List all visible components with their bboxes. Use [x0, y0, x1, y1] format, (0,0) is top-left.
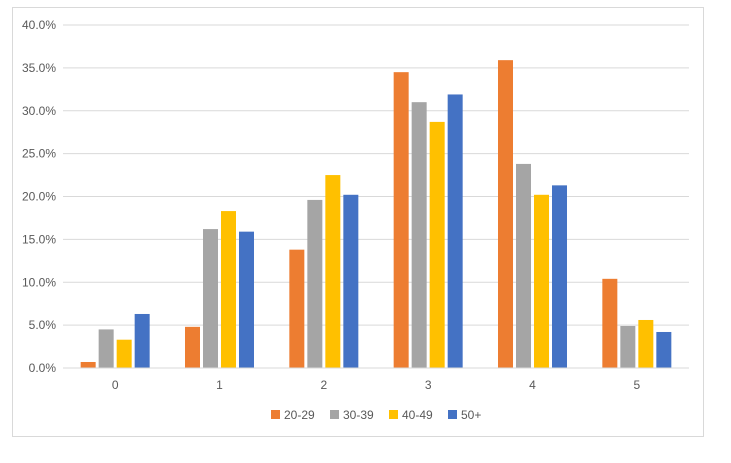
y-tick-label: 0.0%: [29, 361, 57, 375]
legend-label-40-49: 40-49: [402, 408, 433, 422]
y-tick-label: 40.0%: [22, 18, 56, 32]
y-tick-label: 10.0%: [22, 275, 56, 289]
legend-label-30-39: 30-39: [343, 408, 374, 422]
bar-50+-0: [134, 313, 150, 368]
bar-40-49-5: [638, 319, 654, 368]
bar-20-29-3: [393, 72, 409, 368]
y-tick-label: 20.0%: [22, 190, 56, 204]
bar-40-49-1: [221, 211, 236, 368]
y-tick-label: 5.0%: [29, 318, 57, 332]
legend-swatch-50+: [448, 410, 457, 419]
y-tick-label: 35.0%: [22, 61, 56, 75]
bar-40-49-2: [325, 175, 341, 368]
bar-30-39-2: [307, 199, 323, 368]
bar-30-39-5: [620, 325, 636, 368]
legend-label-20-29: 20-29: [284, 408, 315, 422]
bar-20-29-0: [80, 361, 96, 368]
bar-50+-3: [447, 94, 463, 369]
bar-chart: 0.0%5.0%10.0%15.0%20.0%25.0%30.0%35.0%40…: [22, 18, 689, 422]
legend: 20-29 30-39 40-49 50+: [271, 408, 481, 422]
bar-50+-4: [552, 185, 567, 368]
x-tick-label: 3: [425, 378, 432, 392]
bar-20-29-4: [498, 60, 513, 368]
axes: 0.0%5.0%10.0%15.0%20.0%25.0%30.0%35.0%40…: [22, 18, 689, 392]
x-tick-label: 0: [112, 378, 119, 392]
bar-40-49-0: [116, 339, 132, 368]
x-tick-label: 5: [633, 378, 640, 392]
bar-50+-5: [656, 331, 672, 368]
x-tick-label: 4: [529, 378, 536, 392]
bar-20-29-5: [602, 278, 618, 368]
legend-swatch-40-49: [389, 410, 398, 419]
bar-50+-2: [343, 194, 359, 368]
legend-swatch-30-39: [330, 410, 339, 419]
bar-30-39-3: [411, 102, 427, 369]
bar-20-29-2: [289, 249, 305, 368]
chart-frame: 0.0% 5.0% 10.0% 15.0% 20.0% 25.0% 30.0% 35.0% 40…: [12, 7, 704, 437]
x-tick-label: 1: [216, 378, 223, 392]
bar-40-49-4: [534, 194, 549, 368]
gridlines: [63, 24, 689, 326]
y-tick-label: 30.0%: [22, 104, 56, 118]
legend-label-50+: 50+: [461, 408, 481, 422]
bar-50+-1: [239, 231, 254, 368]
legend-swatch-20-29: [271, 410, 280, 419]
x-tick-label: 2: [320, 378, 327, 392]
bars: [80, 60, 672, 369]
bar-20-29-1: [185, 326, 200, 368]
y-tick-label: 25.0%: [22, 147, 56, 161]
bar-30-39-4: [516, 163, 531, 368]
bar-30-39-1: [203, 229, 218, 368]
bar-40-49-3: [429, 121, 445, 369]
bar-30-39-0: [98, 329, 114, 368]
y-tick-label: 15.0%: [22, 232, 56, 246]
